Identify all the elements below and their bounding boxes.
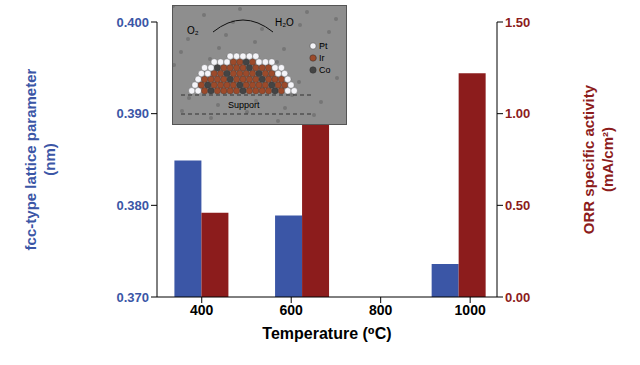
svg-text:600: 600	[280, 302, 304, 318]
svg-text:0.400: 0.400	[116, 15, 149, 30]
svg-text:(nm): (nm)	[41, 143, 58, 176]
svg-text:Ir: Ir	[319, 53, 325, 63]
svg-text:800: 800	[369, 302, 393, 318]
svg-text:1.00: 1.00	[505, 106, 530, 121]
svg-text:(mA/cm²): (mA/cm²)	[599, 127, 616, 192]
svg-text:Pt: Pt	[319, 41, 328, 51]
svg-text:H₂O: H₂O	[275, 17, 294, 28]
svg-text:1000: 1000	[455, 302, 486, 318]
svg-text:Co: Co	[319, 65, 331, 75]
svg-text:0.370: 0.370	[116, 290, 149, 305]
svg-text:O₂: O₂	[187, 25, 199, 36]
svg-text:Temperature (⁰C): Temperature (⁰C)	[262, 325, 391, 342]
svg-text:Support: Support	[228, 100, 260, 110]
svg-text:0.50: 0.50	[505, 198, 530, 213]
svg-text:0.00: 0.00	[505, 290, 530, 305]
svg-text:fcc-type lattice parameter: fcc-type lattice parameter	[22, 68, 39, 250]
svg-text:0.380: 0.380	[116, 198, 149, 213]
svg-text:400: 400	[190, 302, 214, 318]
svg-text:0.390: 0.390	[116, 106, 149, 121]
svg-text:ORR specific activity: ORR specific activity	[580, 84, 597, 234]
svg-text:1.50: 1.50	[505, 15, 530, 30]
